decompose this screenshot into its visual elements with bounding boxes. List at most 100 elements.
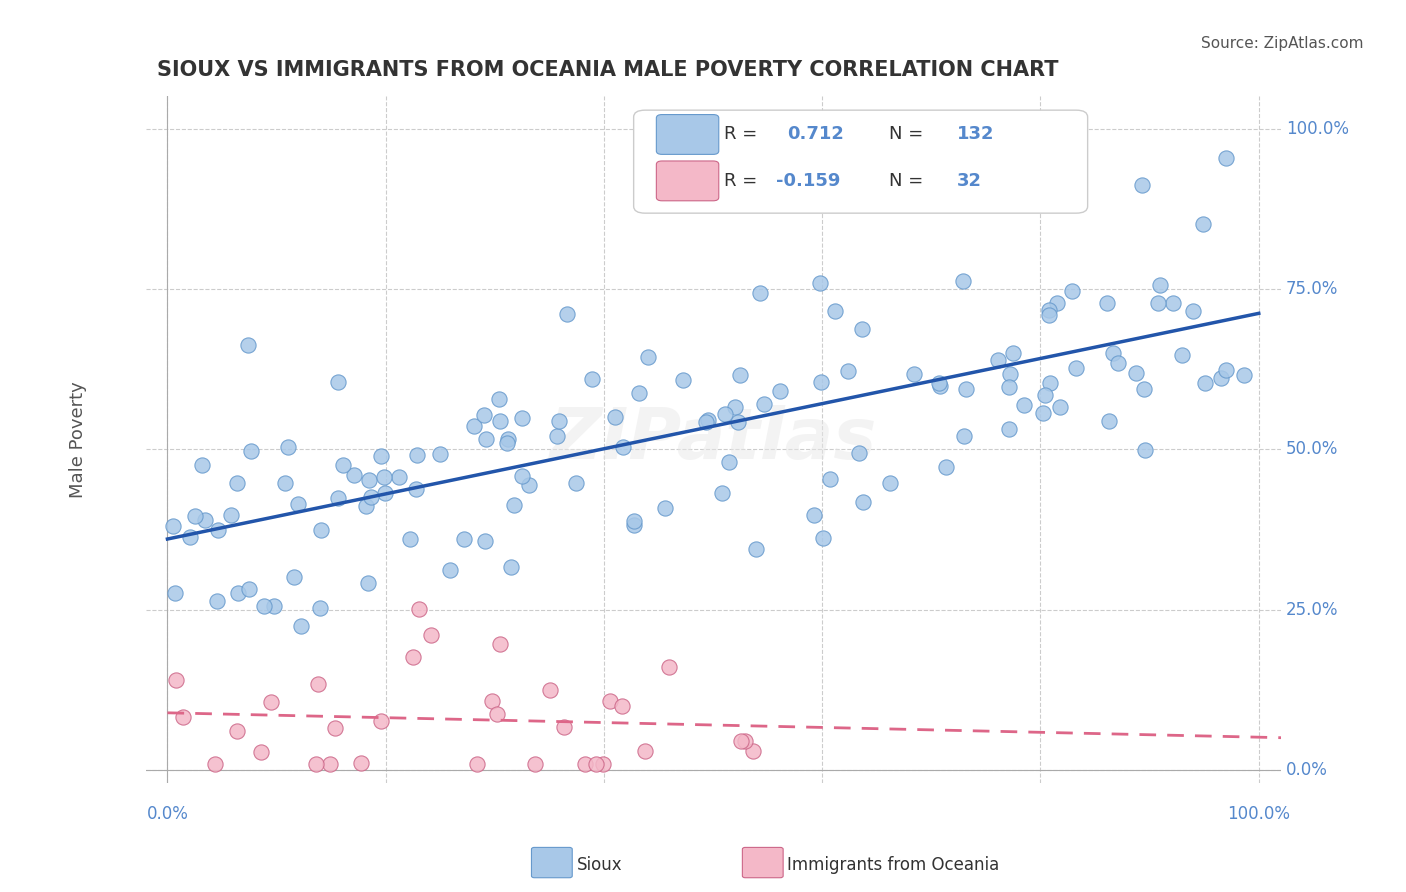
Point — [398, 532, 420, 546]
Point — [503, 498, 526, 512]
Point — [517, 478, 540, 492]
Point — [952, 429, 974, 443]
Point — [205, 594, 228, 608]
Point — [695, 416, 717, 430]
Point — [219, 508, 242, 522]
Point — [388, 469, 411, 483]
Point — [848, 446, 870, 460]
Point — [1095, 296, 1118, 310]
Point — [803, 508, 825, 522]
Text: Sioux: Sioux — [576, 856, 621, 874]
Point — [852, 495, 875, 509]
Point — [419, 628, 441, 642]
Point — [987, 353, 1010, 368]
Point — [981, 121, 1004, 136]
Point — [555, 307, 578, 321]
Point — [463, 418, 485, 433]
Point — [1032, 406, 1054, 420]
Point — [207, 524, 229, 538]
Text: Male Poverty: Male Poverty — [69, 382, 87, 498]
Point — [1101, 345, 1123, 359]
Text: N =: N = — [889, 126, 929, 144]
Point — [599, 694, 621, 708]
Point — [808, 276, 831, 290]
Point — [472, 408, 495, 422]
Point — [1098, 414, 1121, 428]
Point — [359, 473, 381, 487]
Point — [356, 575, 378, 590]
Point — [634, 743, 657, 757]
Point — [342, 467, 364, 482]
Point — [325, 722, 347, 736]
Point — [952, 274, 974, 288]
Point — [565, 476, 588, 491]
Text: 75.0%: 75.0% — [1286, 280, 1339, 298]
Point — [672, 373, 695, 387]
Point — [574, 756, 596, 771]
Point — [194, 513, 217, 527]
Text: Immigrants from Oceania: Immigrants from Oceania — [787, 856, 1000, 874]
Point — [711, 485, 734, 500]
Point — [405, 482, 427, 496]
Point — [1039, 376, 1062, 390]
Point — [1149, 278, 1171, 293]
Point — [998, 368, 1021, 382]
Point — [225, 475, 247, 490]
Point — [481, 694, 503, 708]
Point — [290, 619, 312, 633]
Text: 132: 132 — [957, 126, 994, 144]
Point — [260, 695, 283, 709]
Point — [724, 400, 747, 414]
Point — [1038, 302, 1060, 317]
Point — [820, 472, 842, 486]
Point — [439, 563, 461, 577]
Point — [837, 363, 859, 377]
FancyBboxPatch shape — [634, 111, 1088, 213]
Point — [1125, 366, 1147, 380]
Point — [627, 386, 650, 401]
Point — [204, 756, 226, 771]
Point — [998, 422, 1021, 436]
Point — [928, 376, 950, 391]
Point — [612, 698, 634, 713]
Point — [1038, 308, 1060, 322]
Point — [824, 304, 846, 318]
Point — [179, 530, 201, 544]
Text: 0.0%: 0.0% — [146, 805, 188, 823]
Point — [654, 501, 676, 516]
Point — [1049, 400, 1071, 414]
Point — [727, 415, 749, 429]
Point — [1130, 178, 1153, 193]
Point — [1002, 346, 1025, 360]
Point — [935, 459, 957, 474]
Point — [238, 338, 260, 352]
Point — [475, 432, 498, 446]
Point — [813, 531, 835, 545]
Point — [489, 637, 512, 651]
Point — [748, 286, 770, 301]
Point — [370, 714, 392, 728]
Point — [488, 392, 510, 406]
Point — [637, 350, 659, 364]
Point — [696, 413, 718, 427]
Point — [745, 541, 768, 556]
Point — [287, 497, 309, 511]
Point — [402, 650, 425, 665]
Point — [354, 500, 377, 514]
Text: ZIPatlas: ZIPatlas — [550, 405, 877, 475]
Point — [1133, 383, 1156, 397]
Point — [190, 458, 212, 473]
Point — [240, 444, 263, 458]
Point — [274, 476, 297, 491]
Point — [1194, 376, 1216, 390]
Point — [879, 476, 901, 491]
Point — [734, 733, 756, 747]
Point — [1033, 388, 1056, 402]
Point — [714, 407, 737, 421]
Point — [851, 322, 873, 336]
Point — [370, 450, 392, 464]
Point — [326, 491, 349, 505]
Point — [810, 375, 832, 389]
Point — [474, 533, 496, 548]
Point — [1215, 363, 1237, 377]
